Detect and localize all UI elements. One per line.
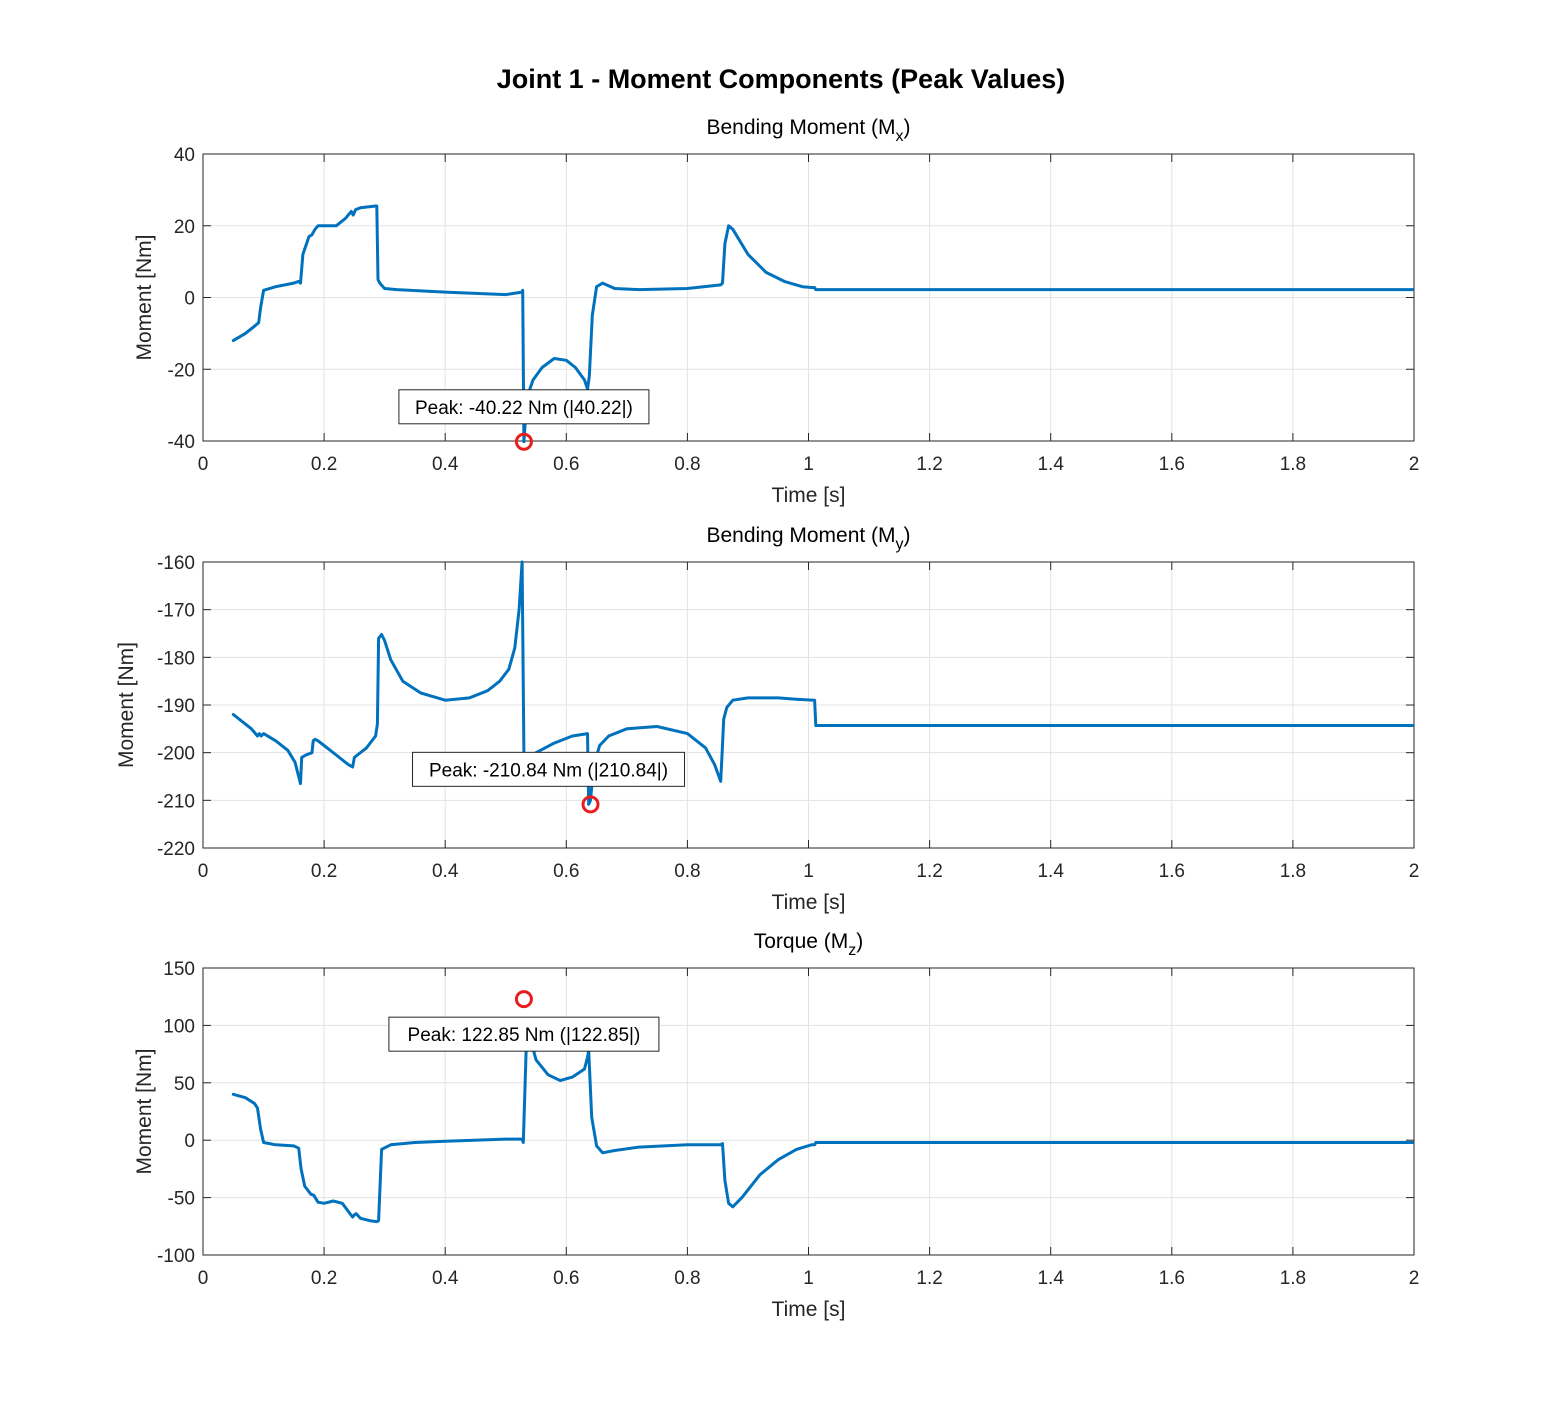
x-tick-label: 0.6	[553, 861, 579, 882]
x-tick-label: 1.8	[1280, 861, 1306, 882]
peak-annotation-box	[388, 1016, 660, 1052]
y-tick-label: -50	[168, 1189, 195, 1210]
peak-marker	[581, 795, 600, 814]
x-tick-label: 0	[198, 1268, 209, 1289]
x-tick-label: 0.4	[432, 1268, 459, 1289]
y-tick-label: 50	[174, 1074, 195, 1095]
y-tick-label: 150	[163, 959, 195, 980]
x-tick-label: 0.8	[674, 1268, 700, 1289]
y-tick-label: -200	[157, 744, 195, 765]
subplot-title-subscript: x	[896, 128, 904, 145]
y-tick-label: 20	[174, 217, 195, 238]
series-line-Mx	[231, 204, 1414, 443]
subplot-title-end: )	[904, 116, 911, 139]
x-tick-label: 0	[198, 861, 209, 882]
subplot-title-end: )	[904, 524, 911, 547]
x-tick-label: 0.8	[674, 861, 700, 882]
x-tick-label: 1.2	[916, 454, 942, 475]
x-axis-label: Time [s]	[772, 891, 846, 914]
peak-marker	[514, 432, 533, 451]
peak-annotation-label: Peak: -40.22 Nm (|40.22|)	[415, 398, 633, 419]
subplot-title: Bending Moment (My)	[706, 524, 910, 553]
subplot-title-base: Bending Moment (M	[706, 524, 895, 547]
x-tick-label: 1.2	[916, 861, 942, 882]
subplot-2: 0 0.2 0.4 0.6 0.8 1 1.2 1.4 1.6 1.8 2 -220 -210 -200 -…	[115, 524, 1419, 914]
y-axis-label: Moment [Nm]	[133, 234, 156, 360]
y-axis-label: Moment [Nm]	[115, 642, 138, 768]
x-tick-label: 1.8	[1280, 454, 1306, 475]
subplot-title-subscript: y	[896, 536, 904, 553]
x-tick-label: 1.8	[1280, 1268, 1306, 1289]
subplot-title-subscript: z	[848, 942, 856, 959]
y-tick-label: 0	[184, 1131, 195, 1152]
x-tick-label: 1	[803, 861, 814, 882]
y-axis-label: Moment [Nm]	[133, 1048, 156, 1174]
x-tick-label: 0	[198, 454, 209, 475]
y-tick-label: 40	[174, 145, 195, 166]
y-tick-label: -20	[168, 360, 195, 381]
y-tick-label: 0	[184, 289, 195, 310]
y-tick-label: -170	[157, 601, 195, 622]
axes-container: 0 0.2 0.4 0.6 0.8 1 1.2 1.4 1.6 1.8 2-40-2002040Be…	[115, 116, 1419, 1321]
subplot-title-end: )	[856, 930, 863, 953]
x-tick-label: 1.2	[916, 1268, 942, 1289]
x-tick-label: 2	[1409, 454, 1420, 475]
subplot-title: Bending Moment (Mx)	[706, 116, 910, 145]
x-tick-label: 0.4	[432, 861, 459, 882]
x-tick-label: 1.6	[1159, 1268, 1185, 1289]
x-tick-label: 1.4	[1037, 1268, 1064, 1289]
subplot-title-base: Bending Moment (M	[706, 116, 895, 139]
subplot-3: 0 0.2 0.4 0.6 0.8 1 1.2 1.4 1.6 1.8 2 -100 -50 0 50 100…	[133, 930, 1419, 1321]
x-tick-label: 2	[1409, 1268, 1420, 1289]
y-tick-label: -40	[168, 432, 195, 453]
x-tick-label: 1.6	[1159, 454, 1185, 475]
y-tick-label: -180	[157, 648, 195, 669]
x-tick-label: 0.8	[674, 454, 700, 475]
x-tick-label: 0.2	[311, 861, 337, 882]
x-tick-label: 0.2	[311, 454, 337, 475]
peak-annotation-box	[398, 389, 650, 425]
subplot-title-base: Torque (M	[754, 930, 849, 953]
x-tick-label: 1.6	[1159, 861, 1185, 882]
x-tick-label: 1	[803, 454, 814, 475]
y-tick-label: -220	[157, 839, 195, 860]
y-tick-label: 100	[163, 1016, 195, 1037]
y-tick-label: -160	[157, 553, 195, 574]
peak-annotation-label: Peak: 122.85 Nm (|122.85|)	[408, 1025, 641, 1046]
series-line-Mz	[231, 1023, 1414, 1224]
x-tick-label: 0.6	[553, 454, 579, 475]
subplot-1: 0 0.2 0.4 0.6 0.8 1 1.2 1.4 1.6 1.8 2 -40 -20 0 20 40 Be…	[133, 116, 1419, 507]
x-tick-label: 1	[803, 1268, 814, 1289]
figure-title: Joint 1 - Moment Components (Peak Values…	[497, 64, 1066, 94]
y-tick-label: -210	[157, 791, 195, 812]
x-axis-label: Time [s]	[772, 1298, 846, 1321]
series-line-My	[231, 560, 1414, 806]
peak-annotation-label: Peak: -210.84 Nm (|210.84|)	[429, 760, 668, 781]
x-tick-label: 0.4	[432, 454, 459, 475]
x-tick-label: 1.4	[1037, 454, 1064, 475]
x-tick-label: 1.4	[1037, 861, 1064, 882]
subplot-title: Torque (Mz)	[754, 930, 864, 959]
x-axis-label: Time [s]	[772, 484, 846, 507]
peak-annotation-box	[412, 751, 686, 787]
x-tick-label: 0.6	[553, 1268, 579, 1289]
y-tick-label: -190	[157, 696, 195, 717]
x-tick-label: 2	[1409, 861, 1420, 882]
y-tick-label: -100	[157, 1246, 195, 1267]
peak-marker	[514, 990, 533, 1009]
x-tick-label: 0.2	[311, 1268, 337, 1289]
